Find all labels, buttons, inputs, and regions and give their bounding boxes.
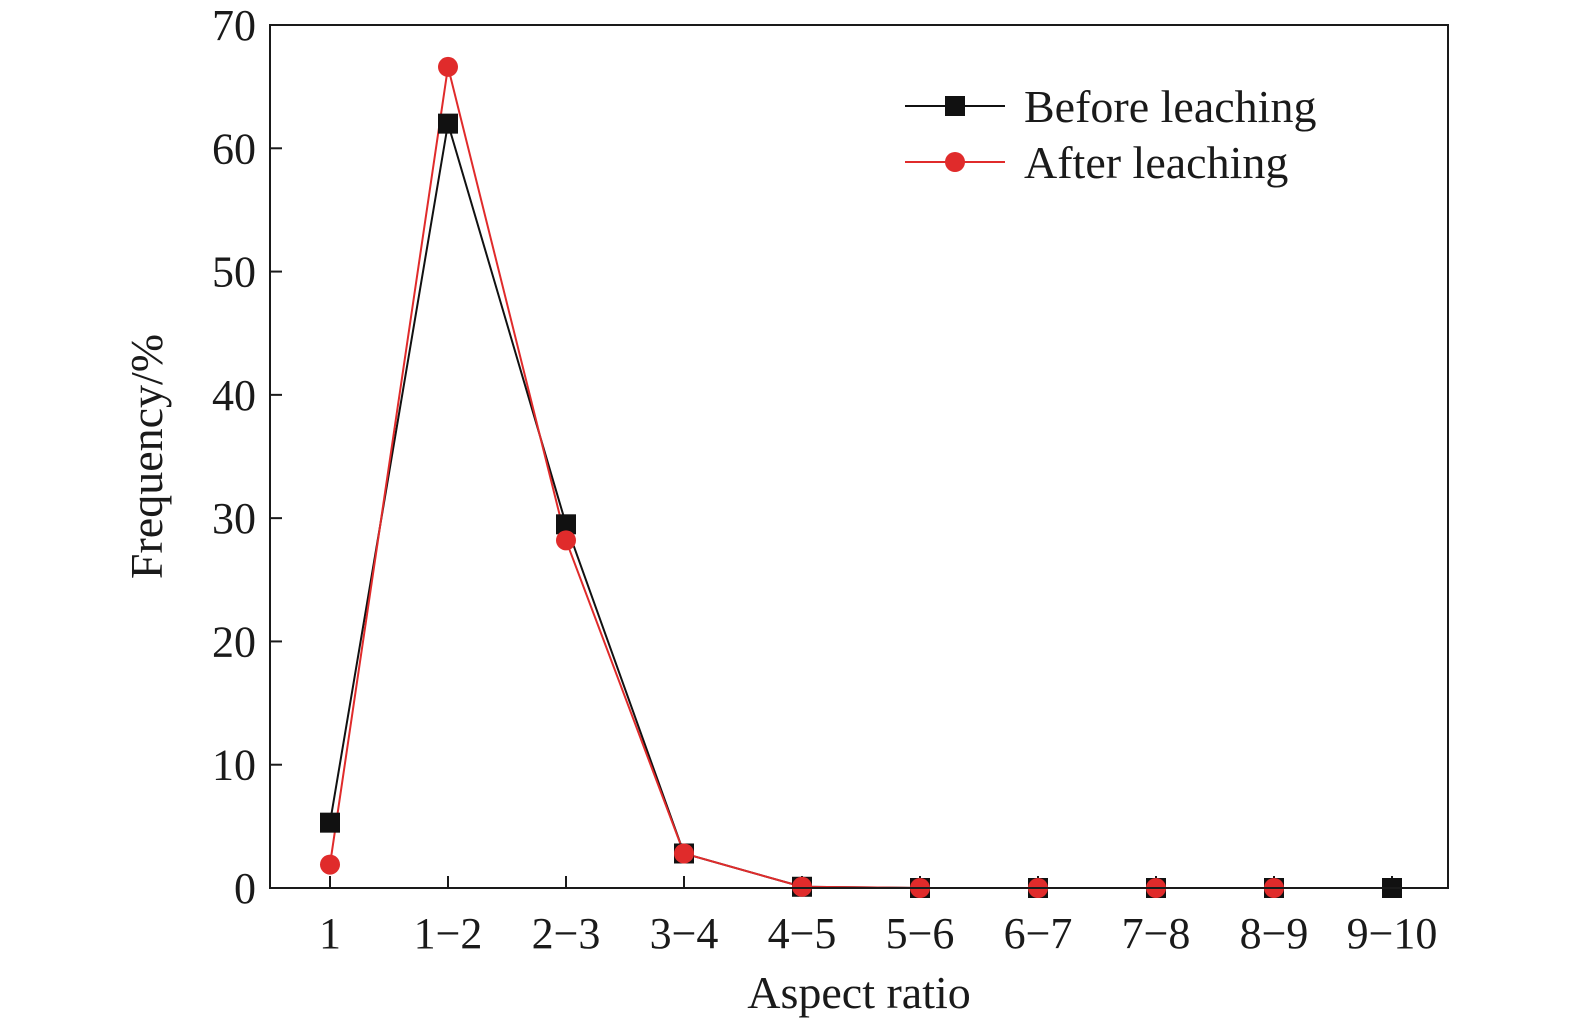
y-tick-label: 30 xyxy=(212,494,256,543)
x-tick-label: 1 xyxy=(319,909,341,958)
series-markers xyxy=(320,56,1402,898)
axis-ticks: 0 10 20 30 40 50 60 70 1 1−2 2−3 3−4 4−5 5−6 6−7 7−8 8−9… xyxy=(212,1,1437,958)
series-line-2 xyxy=(329,66,1274,889)
legend-marker-square xyxy=(945,96,965,116)
x-tick-label: 8−9 xyxy=(1240,909,1309,958)
x-tick-label: 2−3 xyxy=(532,909,601,958)
data-point-circle xyxy=(556,530,576,551)
legend-label: Before leaching xyxy=(1024,81,1316,132)
data-point-square xyxy=(438,113,458,134)
data-point-square xyxy=(556,514,576,535)
legend-label: After leaching xyxy=(1024,137,1288,188)
y-axis-title: Frequency/% xyxy=(121,334,172,579)
x-tick-label: 5−6 xyxy=(886,909,955,958)
x-tick-label: 6−7 xyxy=(1004,909,1073,958)
x-axis-title: Aspect ratio xyxy=(747,967,971,1018)
plot-frame xyxy=(269,24,1449,889)
y-tick-label: 60 xyxy=(212,124,256,173)
data-point-circle xyxy=(674,843,694,864)
series-lines xyxy=(329,66,1392,889)
data-point-circle xyxy=(438,56,458,77)
legend-marker-circle xyxy=(945,152,965,172)
data-point-circle xyxy=(320,854,340,875)
y-tick-label: 70 xyxy=(212,1,256,50)
y-tick-label: 50 xyxy=(212,248,256,297)
y-tick-label: 40 xyxy=(212,371,256,420)
data-point-square xyxy=(320,812,340,833)
y-tick-label: 0 xyxy=(234,864,256,913)
x-tick-label: 9−10 xyxy=(1347,909,1438,958)
x-tick-label: 1−2 xyxy=(414,909,483,958)
y-tick-label: 20 xyxy=(212,617,256,666)
series-line-1 xyxy=(329,123,1392,889)
x-tick-label: 7−8 xyxy=(1122,909,1191,958)
data-point-circle xyxy=(792,876,812,897)
y-tick-label: 10 xyxy=(212,741,256,790)
x-tick-label: 4−5 xyxy=(768,909,837,958)
x-tick-label: 3−4 xyxy=(650,909,719,958)
